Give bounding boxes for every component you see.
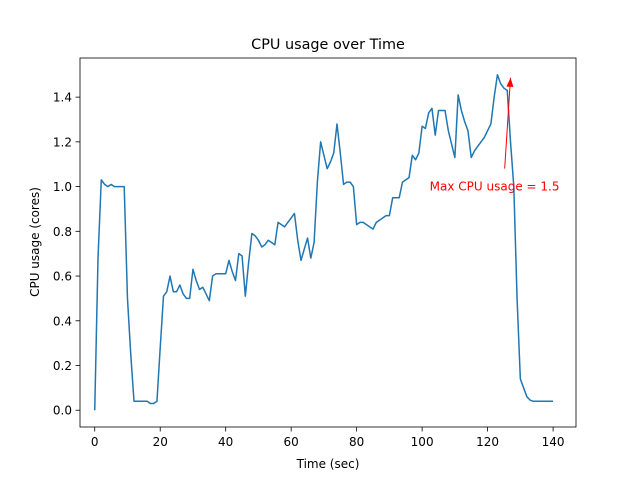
x-tick-label: 100: [411, 435, 434, 449]
y-tick-label: 0.4: [53, 314, 72, 328]
y-tick-label: 1.0: [53, 180, 72, 194]
x-axis-label: Time (sec): [296, 457, 360, 471]
chart-title: CPU usage over Time: [251, 37, 405, 53]
x-tick-label: 140: [542, 435, 565, 449]
x-tick-label: 120: [476, 435, 499, 449]
annotation-text-0: Max CPU usage = 1.5: [430, 180, 560, 194]
x-tick-label: 20: [153, 435, 168, 449]
y-tick-label: 1.4: [53, 91, 72, 105]
axes-frame: [79, 57, 577, 428]
x-tick-label: 80: [349, 435, 364, 449]
y-tick-label: 0.0: [53, 404, 72, 418]
y-tick-label: 0.6: [53, 270, 72, 284]
x-tick-label: 0: [91, 435, 99, 449]
annotation-arrow-0: [504, 77, 512, 169]
y-axis-label: CPU usage (cores): [28, 187, 42, 297]
y-tick-label: 1.2: [53, 135, 72, 149]
plot-area: Max CPU usage = 1.5 0 20 40 60 80 100 120 140 0.0…: [53, 57, 577, 449]
x-tick-label: 60: [284, 435, 299, 449]
y-tick-label: 0.8: [53, 225, 72, 239]
series-line-0: [93, 74, 554, 411]
y-tick-label: 0.2: [53, 359, 72, 373]
x-tick-label: 40: [218, 435, 233, 449]
annotation-arrowhead-0: [506, 77, 514, 87]
